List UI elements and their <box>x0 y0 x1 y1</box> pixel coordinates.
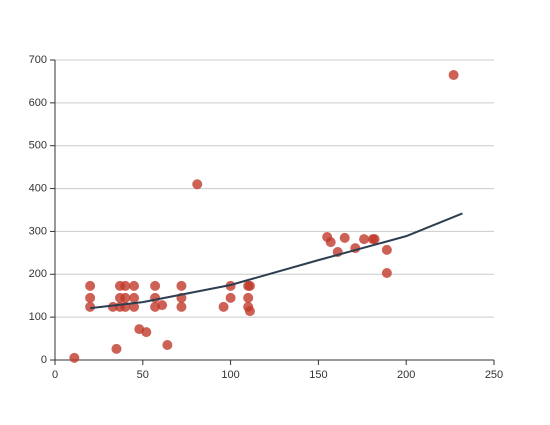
point <box>325 237 336 248</box>
point <box>369 234 380 245</box>
point <box>448 70 459 80</box>
y-tick-label: 200 <box>29 268 47 280</box>
x-tick-label: 50 <box>137 369 149 381</box>
point <box>141 327 152 338</box>
point <box>218 301 229 312</box>
y-tick-label: 300 <box>29 225 47 237</box>
point <box>85 301 96 312</box>
point <box>120 280 131 291</box>
x-tick-label: 0 <box>52 369 58 381</box>
y-tick-label: 100 <box>29 311 47 323</box>
point <box>129 292 140 303</box>
point <box>85 292 96 303</box>
point <box>225 292 236 303</box>
point <box>244 280 255 291</box>
point <box>339 232 350 243</box>
y-tick-label: 500 <box>29 140 47 152</box>
point <box>176 280 187 291</box>
x-tick-label: 200 <box>397 369 415 381</box>
x-tick-label: 100 <box>221 369 239 381</box>
point <box>120 292 131 303</box>
point <box>150 280 161 291</box>
point <box>111 343 122 354</box>
point <box>162 340 173 350</box>
point <box>157 300 168 311</box>
x-tick-label: 150 <box>309 369 327 381</box>
point <box>244 306 255 317</box>
point <box>69 352 80 363</box>
point <box>381 268 392 278</box>
x-tick-label: 250 <box>485 369 503 381</box>
y-tick-label: 0 <box>41 354 47 366</box>
point <box>129 280 140 291</box>
y-tick-label: 700 <box>29 54 47 66</box>
point <box>359 234 370 245</box>
y-tick-label: 400 <box>29 182 47 194</box>
point <box>192 179 203 190</box>
point <box>85 280 96 291</box>
y-tick-label: 600 <box>29 97 47 109</box>
trend-line <box>90 212 463 310</box>
point <box>176 301 187 312</box>
point <box>381 244 392 255</box>
point <box>243 292 254 303</box>
